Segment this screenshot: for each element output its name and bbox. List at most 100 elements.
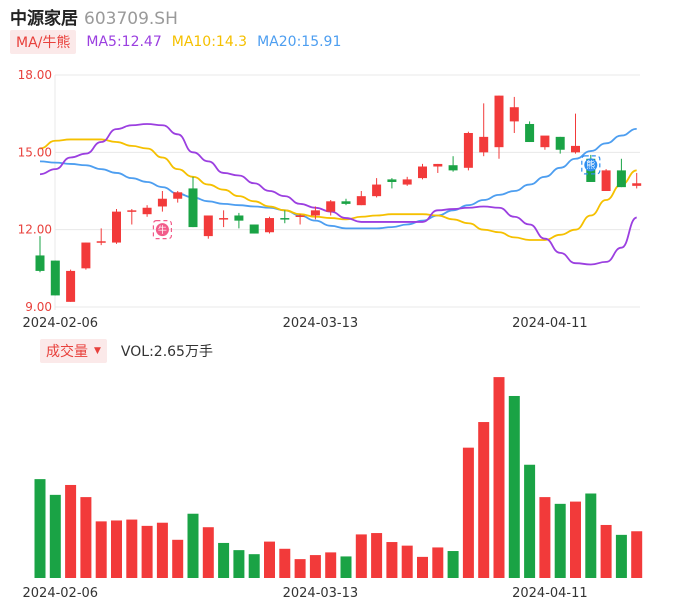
candle	[402, 176, 412, 186]
candle-body	[50, 260, 60, 296]
stock-header: 中源家居 603709.SH	[10, 4, 178, 29]
candle	[341, 198, 351, 206]
candle	[571, 113, 580, 154]
candle	[494, 95, 504, 159]
marker-label: 牛	[158, 224, 167, 236]
candle	[540, 135, 550, 150]
candle-body	[173, 192, 183, 199]
candle	[280, 210, 290, 224]
volume-bar	[49, 494, 61, 578]
candle-body	[81, 242, 91, 269]
candle-body	[96, 241, 106, 243]
volume-bar	[325, 552, 337, 578]
marker-frame	[152, 220, 172, 240]
volume-bar	[493, 377, 505, 578]
candle	[112, 209, 121, 244]
candle	[50, 260, 60, 296]
volume-bar	[508, 395, 520, 578]
ma5-line	[39, 123, 638, 266]
volume-bar	[432, 547, 444, 578]
volume-bar	[600, 524, 612, 578]
candle-body	[418, 166, 427, 179]
ma5-legend: MA5:12.47	[86, 34, 162, 50]
x-tick-label: 2024-02-06	[23, 316, 99, 331]
candle	[387, 178, 397, 189]
volume-bar	[95, 521, 107, 578]
volume-bar	[141, 525, 153, 578]
candle-body	[142, 207, 152, 215]
price-grid	[54, 74, 640, 310]
candle	[448, 156, 458, 172]
candle	[66, 269, 76, 302]
volume-bar	[585, 493, 597, 578]
volume-bar	[264, 541, 275, 578]
volume-bar	[570, 501, 581, 578]
volume-bar	[401, 545, 413, 578]
volume-bar	[34, 479, 46, 578]
candle-body	[540, 135, 550, 148]
candle	[249, 224, 259, 234]
candle-body	[249, 224, 259, 234]
volume-bar	[615, 534, 627, 578]
ma-legend: MA/牛熊 MA5:12.47 MA10:14.3 MA20:15.91	[10, 30, 341, 54]
candle	[203, 215, 213, 239]
volume-bar	[539, 497, 551, 578]
caret-down-icon: ▼	[94, 346, 101, 356]
volume-bar	[202, 527, 214, 578]
candle	[326, 200, 336, 216]
candle	[479, 103, 489, 157]
candle	[555, 136, 565, 154]
candle	[509, 96, 519, 133]
axis-labels: 18.00 15.00 12.00 9.00 2024-02-06 2024-03-13 2…	[18, 68, 588, 601]
volume-bar	[447, 551, 459, 578]
candle	[310, 206, 320, 220]
candle	[35, 236, 45, 273]
candle-body	[402, 179, 412, 185]
volume-bar	[340, 556, 352, 578]
volume-bar	[218, 542, 230, 578]
volume-bar	[386, 542, 398, 578]
candle-body	[234, 215, 244, 221]
candle-body	[509, 107, 519, 122]
volume-bar	[309, 555, 321, 578]
marker-label: 熊	[586, 159, 595, 171]
volume-bar	[172, 539, 184, 578]
volume-toggle-button[interactable]: 成交量 ▼	[40, 339, 107, 363]
candle	[525, 121, 535, 143]
candle-body	[35, 255, 45, 271]
ma-toggle-button[interactable]: MA/牛熊	[10, 30, 77, 54]
volume-toggle-label: 成交量	[46, 344, 88, 360]
ma10-legend: MA10:14.3	[171, 34, 248, 50]
marker-dot	[584, 158, 598, 172]
y-tick-label: 18.00	[18, 68, 52, 82]
candle	[601, 169, 611, 191]
candle-body	[632, 183, 642, 186]
volume-bars	[34, 377, 643, 578]
candle	[418, 163, 427, 180]
marker-dot	[155, 223, 169, 237]
volume-bar	[80, 497, 92, 578]
volume-bar	[126, 519, 138, 578]
x-tick-label: 2024-03-13	[283, 316, 359, 331]
candle	[157, 191, 167, 212]
candle-body	[479, 136, 489, 153]
ma10-line	[39, 138, 637, 241]
candle-body	[203, 215, 213, 237]
candle-body	[157, 198, 167, 207]
candle-body	[571, 145, 580, 153]
stock-code: 603709.SH	[84, 9, 178, 29]
volume-bar	[279, 548, 291, 578]
candle-body	[433, 163, 443, 167]
candle-body	[387, 179, 397, 182]
volume-bar	[187, 513, 199, 578]
volume-bar	[478, 422, 490, 578]
candle	[433, 163, 443, 173]
volume-bar	[417, 556, 428, 578]
candle-body	[310, 210, 320, 216]
candle-body	[372, 184, 382, 197]
signal-markers: 牛熊	[152, 155, 601, 240]
volume-bar	[355, 534, 367, 578]
candle	[219, 210, 229, 228]
candle-body	[525, 123, 535, 143]
